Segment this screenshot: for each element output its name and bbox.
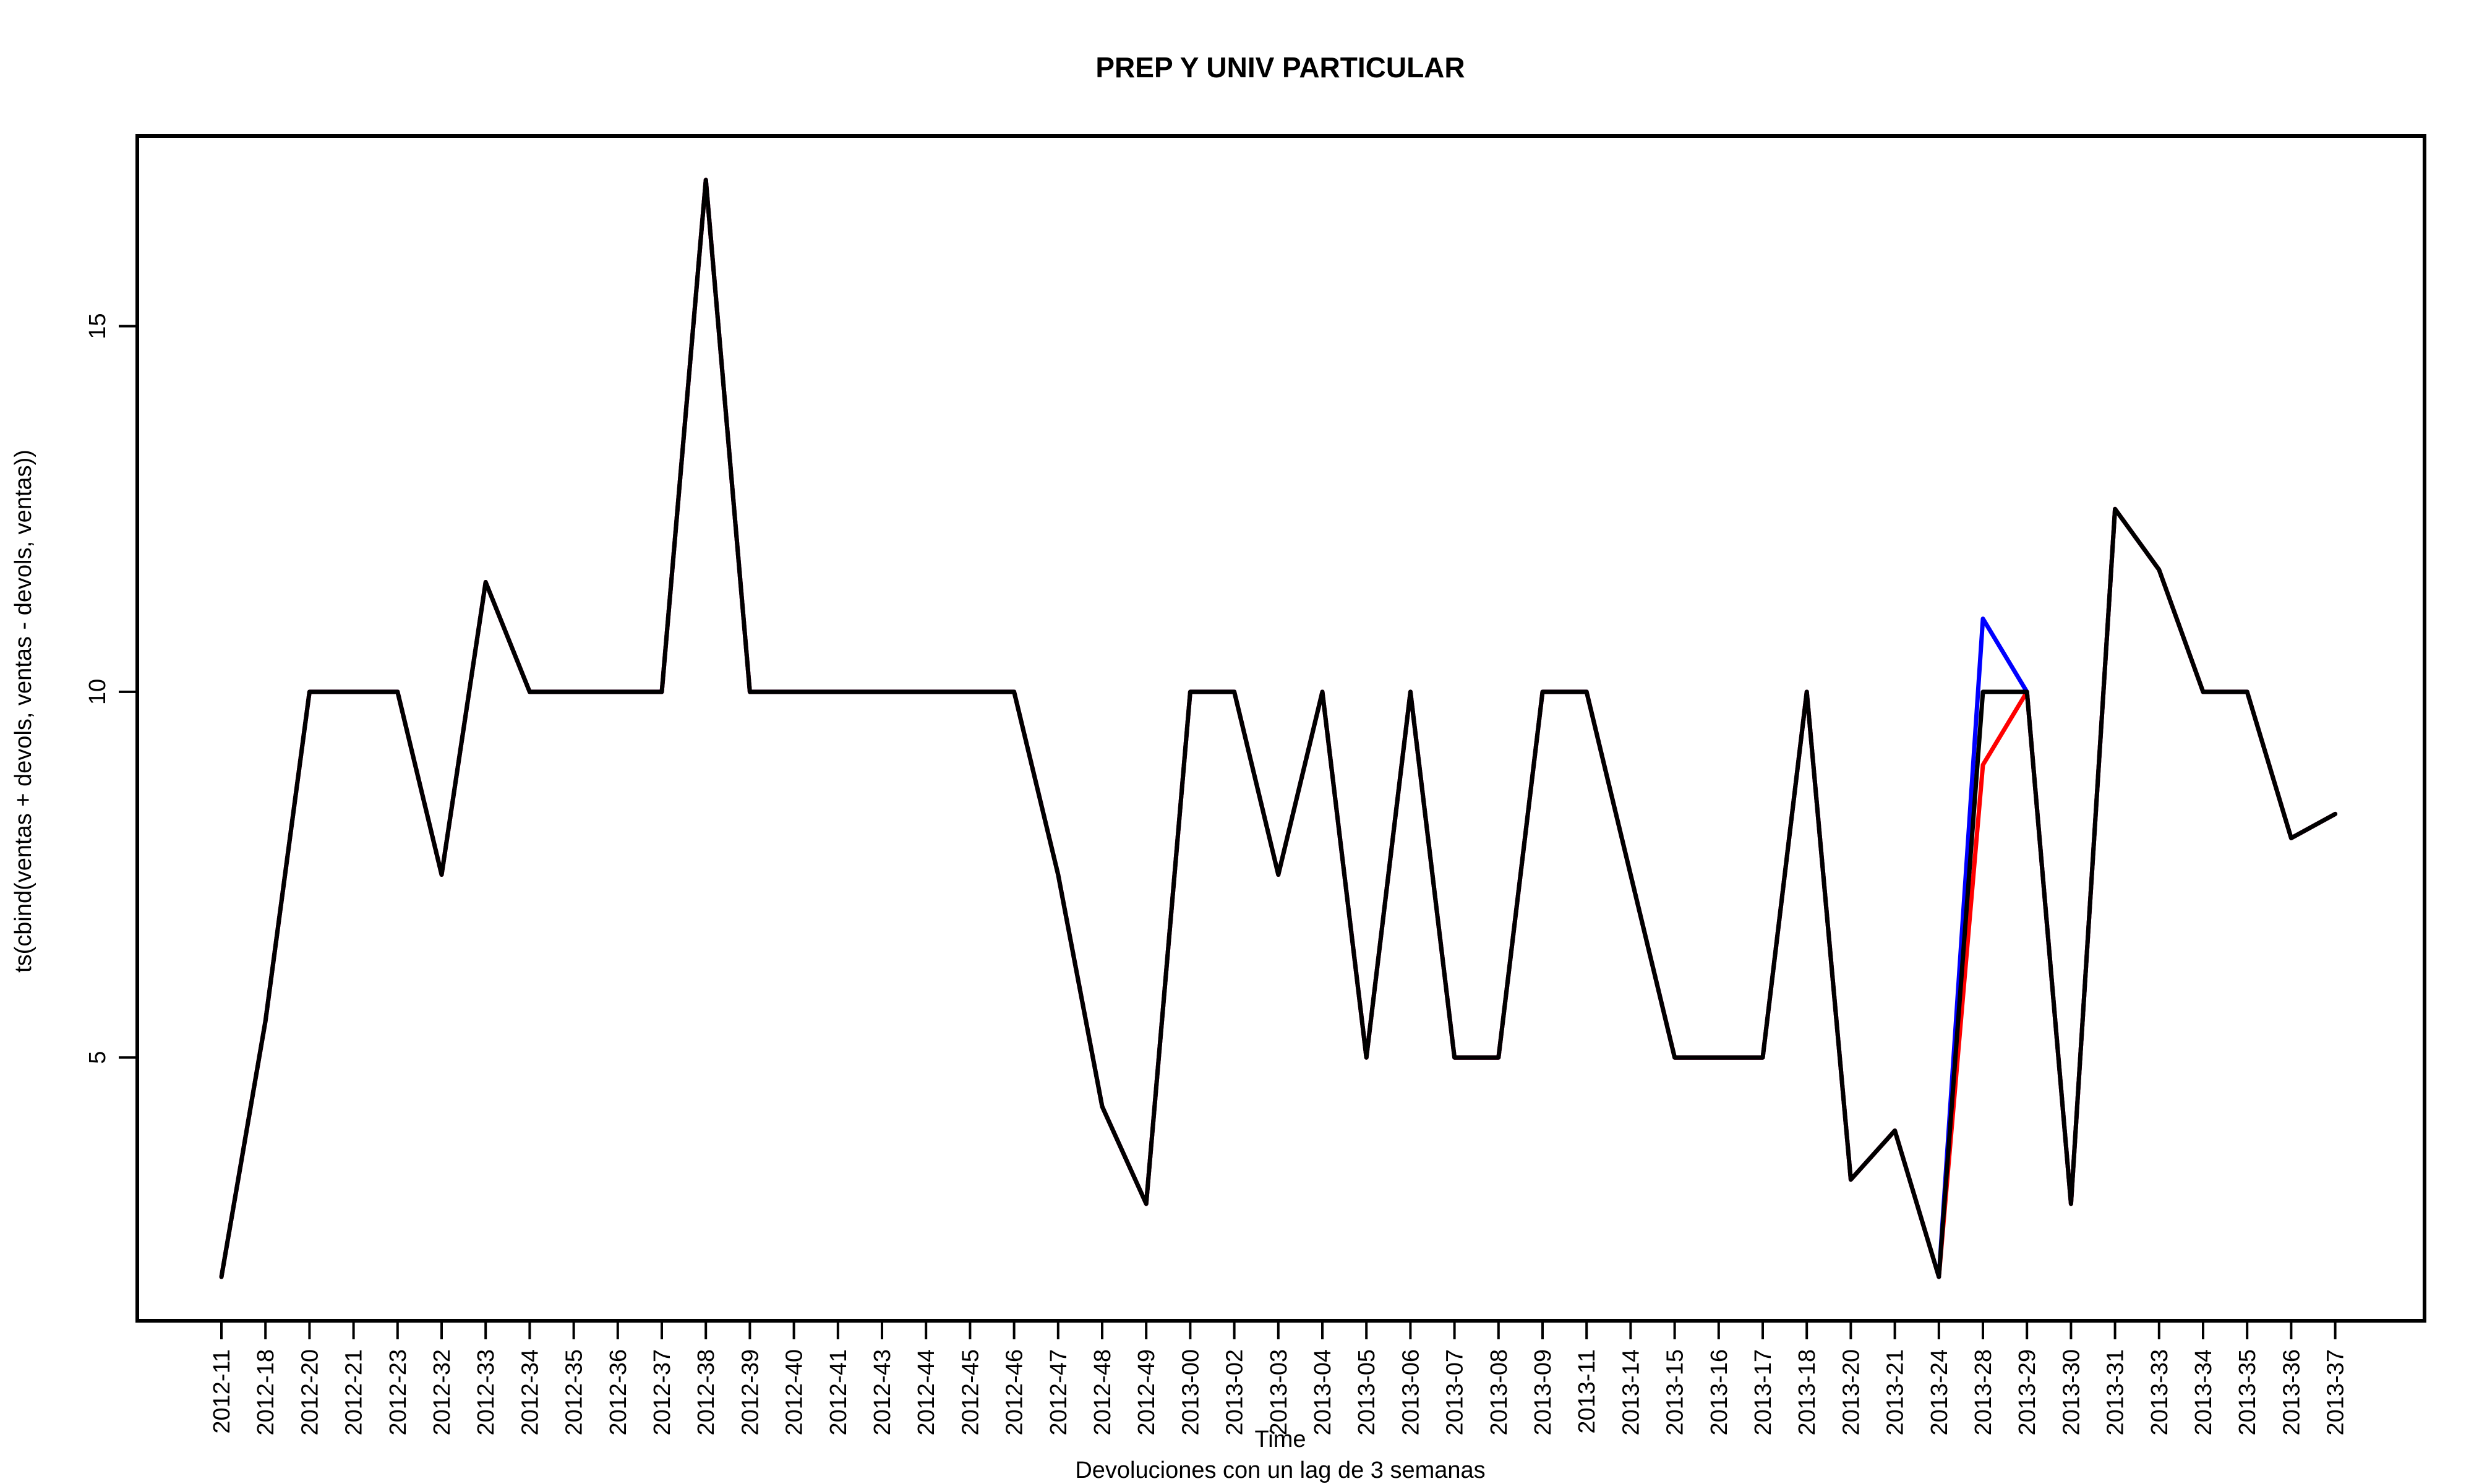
x-tick-label: 2012-48 [1090,1349,1116,1435]
x-tick-label: 2012-45 [957,1349,983,1435]
x-tick-label: 2013-05 [1354,1349,1380,1435]
chart-marks: 5 10 15 2012-11 2012-18 2012-20 2012-21 2012-23… [85,177,2349,1435]
x-tick-label: 2012-32 [429,1349,455,1435]
y-tick-label: 15 [85,313,111,339]
x-tick-label: 2013-30 [2058,1349,2084,1435]
x-tick-label: 2012-36 [606,1349,631,1435]
x-tick-label: 2012-40 [782,1349,808,1435]
x-tick-label: 2012-39 [737,1349,763,1435]
x-tick-label: 2012-21 [341,1349,367,1435]
x-tick-label: 2013-31 [2103,1349,2129,1435]
y-tick-label: 10 [85,679,111,705]
x-tick-label: 2013-36 [2279,1349,2305,1435]
x-tick-label: 2012-38 [693,1349,719,1435]
x-tick-label: 2013-06 [1398,1349,1424,1435]
x-tick-label: 2013-08 [1486,1349,1512,1435]
x-tick-label: 2013-20 [1838,1349,1864,1435]
x-tick-label: 2012-47 [1046,1349,1072,1435]
x-tick-label: 2013-15 [1663,1349,1689,1435]
x-tick-label: 2012-49 [1134,1349,1160,1435]
x-tick-label: 2012-35 [562,1349,588,1435]
x-tick-label: 2013-28 [1971,1349,1997,1435]
y-axis-label: ts(cbind(ventas + devols, ventas - devol… [11,450,36,973]
x-tick-label: 2013-29 [2014,1349,2040,1435]
x-tick-label: 2013-37 [2323,1349,2349,1435]
x-tick-label: 2013-21 [1883,1349,1909,1435]
x-tick-label: 2012-37 [649,1349,675,1435]
x-tick-label: 2012-18 [253,1349,279,1435]
x-tick-label: 2013-24 [1927,1349,1953,1435]
plot-frame [135,134,2426,1323]
x-tick-label: 2013-00 [1178,1349,1204,1435]
x-tick-label: 2012-34 [517,1349,543,1435]
chart-title: PREP Y UNIV PARTICULAR [1095,51,1465,83]
x-tick-label: 2012-41 [826,1349,852,1435]
x-tick-label: 2012-23 [385,1349,411,1435]
x-tick-label: 2012-33 [473,1349,499,1435]
x-tick-label: 2013-02 [1222,1349,1248,1435]
x-tick-label: 2013-33 [2147,1349,2173,1435]
x-tick-label: 2013-35 [2235,1349,2261,1435]
x-tick-label: 2013-34 [2191,1349,2217,1435]
x-tick-label: 2012-46 [1002,1349,1028,1435]
x-tick-label: 2012-43 [870,1349,896,1435]
x-axis-label: Time [1254,1426,1306,1452]
x-tick-label: 2013-03 [1266,1349,1292,1435]
x-tick-label: 2013-17 [1750,1349,1776,1435]
x-tick-label: 2012-44 [914,1349,940,1435]
x-tick-label: 2012-20 [297,1349,323,1435]
x-tick-label: 2012-11 [209,1349,235,1434]
y-tick-label: 5 [85,1051,111,1064]
x-tick-label: 2013-11 [1574,1349,1600,1434]
x-tick-label: 2013-18 [1794,1349,1820,1435]
x-tick-label: 2013-16 [1706,1349,1732,1435]
x-tick-label: 2013-14 [1618,1349,1644,1435]
chart-caption: Devoluciones con un lag de 3 semanas [1075,1457,1485,1483]
x-tick-label: 2013-07 [1442,1349,1468,1435]
x-tick-label: 2013-04 [1310,1349,1336,1435]
x-tick-label: 2013-09 [1530,1349,1556,1435]
